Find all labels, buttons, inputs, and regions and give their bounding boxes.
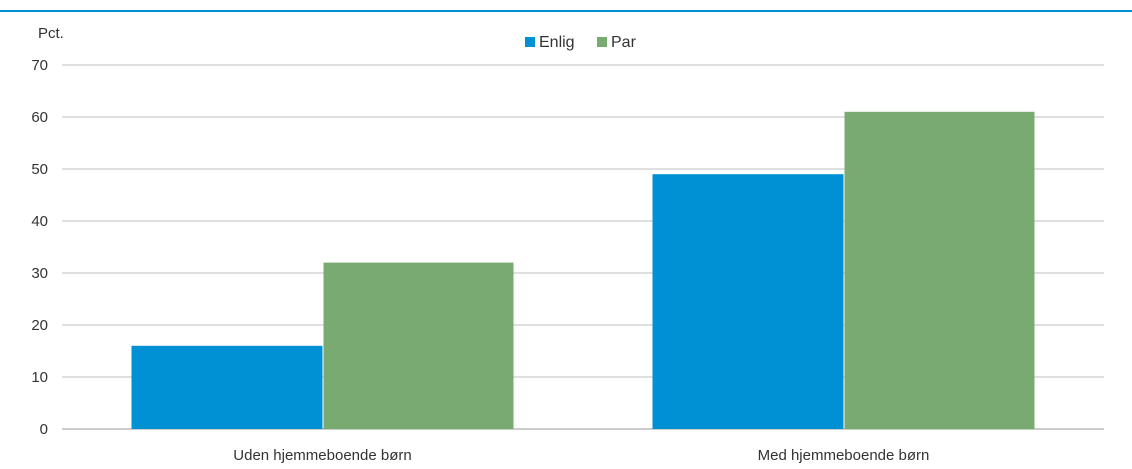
y-tick-label: 50 xyxy=(31,161,48,178)
y-tick-label: 10 xyxy=(31,369,48,386)
x-tick-label: Med hjemmeboende børn xyxy=(758,447,930,464)
y-axis-label: Pct. xyxy=(38,25,64,42)
bars xyxy=(131,111,1035,430)
y-tick-label: 30 xyxy=(31,265,48,282)
header-rule xyxy=(0,10,1132,12)
y-tick-label: 70 xyxy=(31,57,48,74)
bar-enlig-1 xyxy=(652,174,844,429)
legend-swatch-par xyxy=(597,37,607,47)
x-tick-label: Uden hjemmeboende børn xyxy=(233,447,411,464)
legend-label-par: Par xyxy=(611,34,637,51)
y-tick-label: 0 xyxy=(40,421,48,438)
bar-enlig-0 xyxy=(131,345,323,429)
legend: Enlig Par xyxy=(525,34,637,51)
y-tick-label: 60 xyxy=(31,109,48,126)
x-tick-labels: Uden hjemmeboende børn Med hjemmeboende b… xyxy=(233,447,929,464)
y-tick-label: 40 xyxy=(31,213,48,230)
legend-swatch-enlig xyxy=(525,37,535,47)
bar-par-0 xyxy=(323,262,514,429)
y-tick-label: 20 xyxy=(31,317,48,334)
y-tick-labels: 0 10 20 30 40 50 60 70 xyxy=(31,57,48,438)
legend-label-enlig: Enlig xyxy=(539,34,575,51)
bar-par-1 xyxy=(844,111,1035,430)
